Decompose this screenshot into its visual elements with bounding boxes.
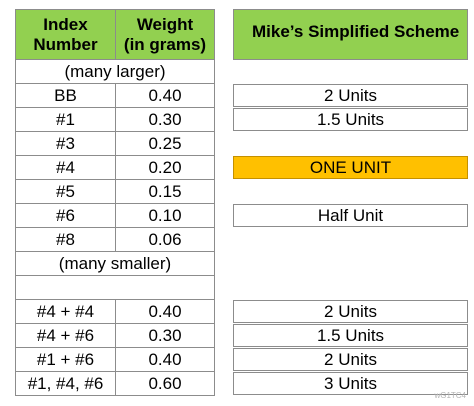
weight-cell: 0.30: [115, 107, 215, 132]
index-cell: #5: [15, 179, 116, 204]
header-weight: Weight (in grams): [115, 9, 215, 60]
index-cell: #4: [15, 155, 116, 180]
weight-cell: 0.40: [115, 299, 215, 324]
weight-cell: 0.25: [115, 131, 215, 156]
scheme-entry: 2 Units: [233, 348, 468, 371]
weight-cell: 0.15: [115, 179, 215, 204]
weight-cell: 0.06: [115, 227, 215, 252]
span-row-many-smaller: (many smaller): [15, 251, 215, 276]
index-cell: #1 + #6: [15, 347, 116, 372]
blank-row: [15, 275, 215, 300]
scheme-header: Mike’s Simplified Scheme: [233, 9, 468, 60]
scheme-entry: 2 Units: [233, 300, 468, 323]
weight-cell: 0.40: [115, 83, 215, 108]
index-cell: BB: [15, 83, 116, 108]
index-cell: #8: [15, 227, 116, 252]
weight-cell: 0.10: [115, 203, 215, 228]
watermark: wG1TC4: [434, 391, 466, 400]
scheme-entry: 2 Units: [233, 84, 468, 107]
index-cell: #3: [15, 131, 116, 156]
scheme-entry: 3 Units: [233, 372, 468, 395]
header-index-number: Index Number: [15, 9, 116, 60]
scheme-entry-highlight: ONE UNIT: [233, 156, 468, 179]
scheme-entry: 1.5 Units: [233, 324, 468, 347]
index-cell: #6: [15, 203, 116, 228]
scheme-entry: Half Unit: [233, 204, 468, 227]
index-cell: #1, #4, #6: [15, 371, 116, 396]
weight-cell: 0.60: [115, 371, 215, 396]
index-cell: #4 + #4: [15, 299, 116, 324]
weight-cell: 0.40: [115, 347, 215, 372]
index-cell: #4 + #6: [15, 323, 116, 348]
span-row-many-larger: (many larger): [15, 59, 215, 84]
scheme-entry: 1.5 Units: [233, 108, 468, 131]
weight-cell: 0.20: [115, 155, 215, 180]
weight-cell: 0.30: [115, 323, 215, 348]
index-cell: #1: [15, 107, 116, 132]
